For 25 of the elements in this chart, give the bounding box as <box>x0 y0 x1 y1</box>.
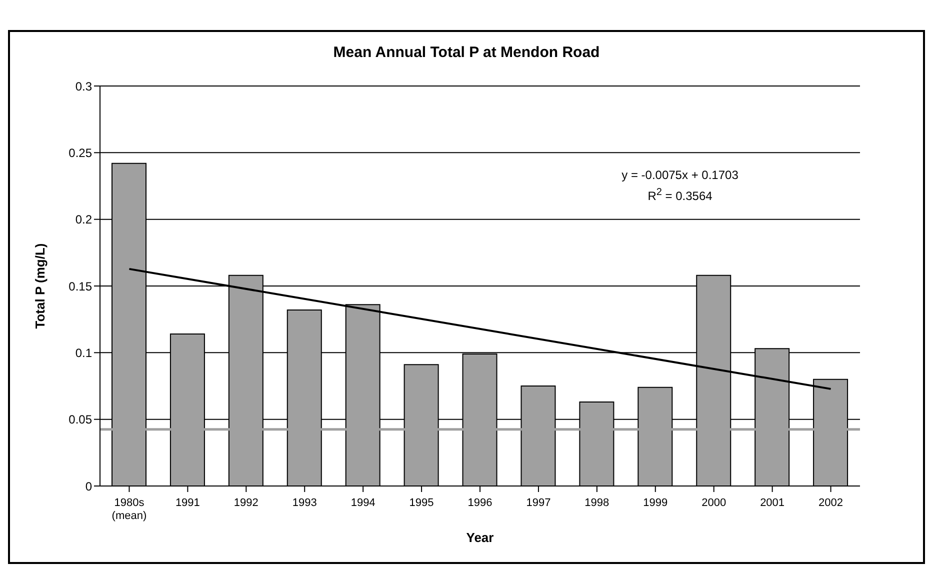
x-tick-label: 1998 <box>584 497 610 509</box>
x-tick-label: 1980s (mean) <box>112 497 147 522</box>
x-tick-label: 1995 <box>409 497 434 509</box>
y-tick-label: 0.15 <box>68 279 92 294</box>
chart-title: Mean Annual Total P at Mendon Road <box>332 44 601 61</box>
y-tick-label: 0.25 <box>68 146 92 160</box>
annotation: y = -0.0075x + 0.1703 <box>620 167 740 184</box>
x-tick-label: 1992 <box>234 497 258 509</box>
y-tick-label: 0.05 <box>68 412 92 427</box>
x-tick-label: 2002 <box>818 497 844 509</box>
x-tick-label: 1996 <box>468 497 492 509</box>
x-tick-label: 1993 <box>292 497 317 509</box>
x-tick-label: 1997 <box>526 497 551 509</box>
x-tick-label: 1999 <box>643 497 668 509</box>
y-tick-label: 0.2 <box>75 212 92 227</box>
y-tick-label: 0.1 <box>75 346 92 360</box>
x-tick-label: 2000 <box>702 497 726 509</box>
x-axis-title: Year <box>466 530 494 545</box>
annotation: R$^{2}$ = 0.3564 <box>646 186 714 205</box>
x-tick-label: 1991 <box>175 497 200 509</box>
x-tick-label: 2001 <box>760 497 785 509</box>
y-axis-title: Total P (mg/L) <box>32 243 48 329</box>
x-tick-label: 1994 <box>350 497 376 509</box>
y-tick-label: 0 <box>85 479 92 494</box>
y-tick-label: 0.3 <box>75 79 92 94</box>
